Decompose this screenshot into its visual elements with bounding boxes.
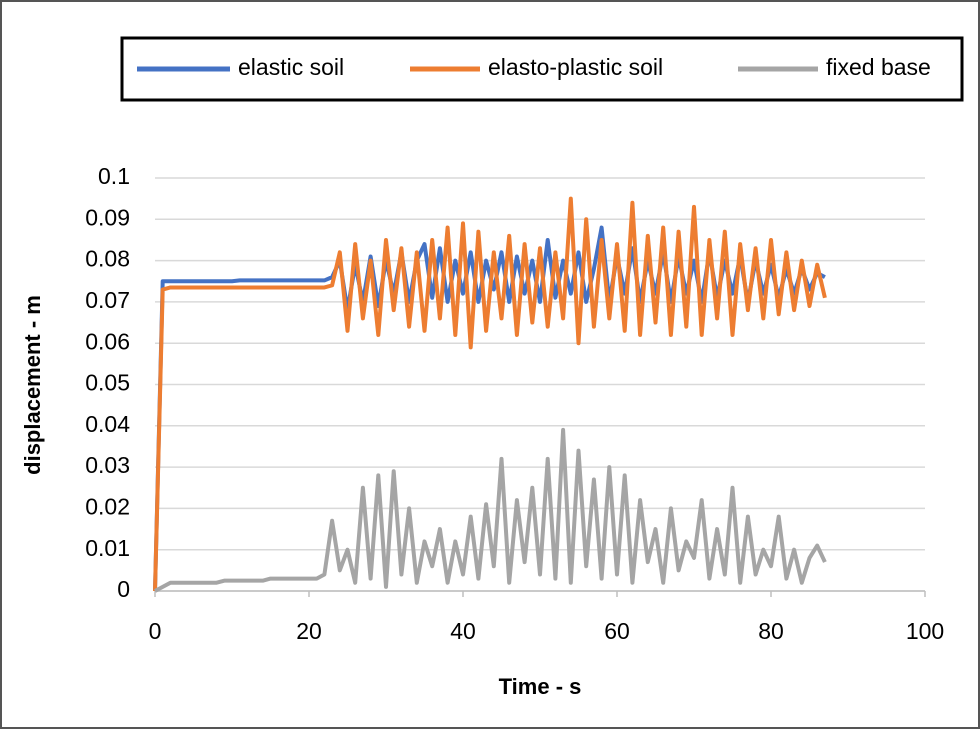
x-axis-title: Time - s [499, 674, 582, 699]
x-tick-label: 100 [906, 618, 944, 644]
y-tick-label: 0.01 [85, 535, 130, 561]
y-tick-label: 0 [117, 576, 130, 602]
legend-box [120, 36, 964, 102]
y-tick-label: 0.1 [98, 163, 130, 189]
x-tick-label: 40 [450, 618, 476, 644]
y-tick-label: 0.04 [85, 411, 130, 437]
y-tick-label: 0.07 [85, 287, 130, 313]
legend-label: elastic soil [238, 54, 344, 80]
y-tick-label: 0.08 [85, 246, 130, 272]
y-tick-label: 0.06 [85, 328, 130, 354]
x-tick-label: 80 [758, 618, 784, 644]
y-tick-label: 0.03 [85, 452, 130, 478]
legend-label: fixed base [826, 54, 931, 80]
y-tick-label: 0.09 [85, 204, 130, 230]
y-tick-label: 0.02 [85, 493, 130, 519]
series-line [154, 427, 827, 593]
y-tick-label: 0.05 [85, 370, 130, 396]
legend-label: elasto-plastic soil [488, 54, 663, 80]
x-tick-label: 0 [149, 618, 162, 644]
y-axis-title: displacement - m [20, 295, 45, 475]
x-tick-label: 60 [604, 618, 630, 644]
x-tick-label: 20 [296, 618, 322, 644]
series-line [153, 196, 827, 592]
